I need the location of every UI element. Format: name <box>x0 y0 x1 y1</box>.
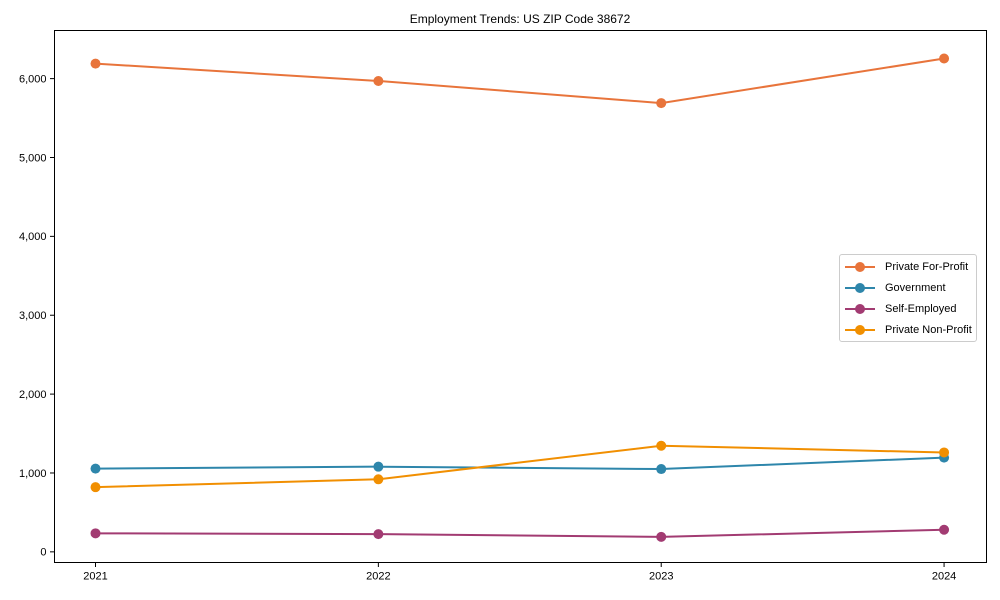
legend-item-self-employed: Self-Employed <box>843 298 972 319</box>
legend-dot-swatch <box>855 324 865 335</box>
series-marker-government <box>656 464 667 475</box>
line-marker-icon <box>845 303 875 314</box>
series-marker-private-for-profit <box>656 98 667 109</box>
legend-item-government: Government <box>843 277 972 298</box>
line-marker-icon <box>845 261 875 272</box>
series-line-private-non-profit <box>95 444 945 489</box>
legend: Private For-Profit Government Self-Emplo… <box>839 254 977 342</box>
legend-label: Government <box>885 281 946 294</box>
y-tick-label: 5,000 <box>19 152 47 164</box>
x-tick-label: 2021 <box>83 571 107 583</box>
series-marker-self-employed <box>90 528 101 539</box>
series-marker-private-for-profit <box>90 58 101 69</box>
series-line-government <box>95 456 945 471</box>
line-marker-icon <box>845 282 875 293</box>
series-marker-private-for-profit <box>939 53 950 64</box>
series-marker-government <box>90 463 101 474</box>
legend-label: Private For-Profit <box>885 260 969 273</box>
y-tick-label: 1,000 <box>19 468 47 480</box>
x-tick-label: 2022 <box>366 571 390 583</box>
legend-dot-swatch <box>855 282 865 293</box>
y-tick-label: 3,000 <box>19 310 47 322</box>
series-line-private-for-profit <box>95 57 945 105</box>
legend-dot-swatch <box>855 261 865 272</box>
line-marker-icon <box>845 324 875 335</box>
y-tick-label: 4,000 <box>19 231 47 243</box>
series-marker-self-employed <box>373 529 384 540</box>
y-tick-label: 2,000 <box>19 389 47 401</box>
series-line-self-employed <box>95 528 945 538</box>
series-marker-self-employed <box>939 524 950 535</box>
plot-spines <box>54 30 987 563</box>
legend-label: Private Non-Profit <box>885 323 972 336</box>
legend-item-private-for-profit: Private For-Profit <box>843 256 972 277</box>
series-marker-private-non-profit <box>939 447 950 458</box>
series-marker-private-non-profit <box>90 482 101 493</box>
series-marker-government <box>373 461 384 472</box>
y-tick-label: 6,000 <box>19 73 47 85</box>
series-marker-private-non-profit <box>373 474 384 485</box>
series-marker-private-non-profit <box>656 440 667 451</box>
series-marker-private-for-profit <box>373 75 384 86</box>
y-tick-label: 0 <box>40 547 46 559</box>
legend-dot-swatch <box>855 303 865 314</box>
x-tick-label: 2024 <box>932 571 956 583</box>
chart-title: Employment Trends: US ZIP Code 38672 <box>409 12 631 26</box>
legend-item-private-non-profit: Private Non-Profit <box>843 319 972 340</box>
legend-label: Self-Employed <box>885 302 957 315</box>
x-tick-label: 2023 <box>649 571 673 583</box>
series-marker-self-employed <box>656 531 667 542</box>
